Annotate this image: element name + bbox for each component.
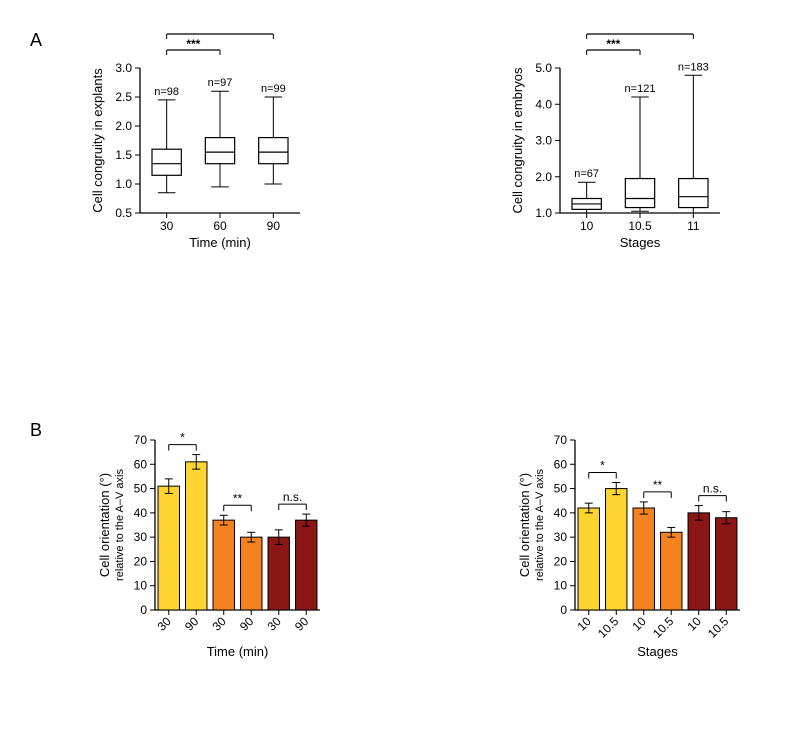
svg-text:30: 30 (554, 530, 568, 544)
panel-label-A: A (30, 30, 42, 51)
boxplot-embryos: 1.0 2.0 3.0 4.0 5.0 Cell congruity in embryos… (505, 30, 785, 260)
barchart-stages: 0 10 20 30 40 50 60 70 Cell orientation (°)relat… (505, 420, 785, 680)
svg-text:30: 30 (265, 614, 285, 634)
svg-text:2.5: 2.5 (115, 90, 132, 104)
svg-text:60: 60 (213, 219, 227, 233)
svg-text:0: 0 (560, 603, 567, 617)
svg-text:Time (min): Time (min) (207, 644, 269, 659)
svg-text:50: 50 (134, 482, 148, 496)
page: A B 0.5 1.0 1.5 2.0 2.5 3.0 Cell congruity in … (0, 0, 798, 744)
barchart-time: 0 10 20 30 40 50 60 70 Cell orientation (°)relat… (85, 420, 365, 680)
svg-text:4.0: 4.0 (535, 97, 552, 111)
svg-text:Cell congruity in explants: Cell congruity in explants (90, 68, 105, 213)
svg-text:10: 10 (575, 614, 595, 634)
boxplot-explants: 0.5 1.0 1.5 2.0 2.5 3.0 Cell congruity in expl… (85, 30, 365, 260)
svg-text:n=67: n=67 (574, 168, 599, 180)
svg-text:70: 70 (134, 433, 148, 447)
svg-text:1.5: 1.5 (115, 148, 132, 162)
svg-text:*: * (180, 431, 185, 445)
svg-text:1.0: 1.0 (115, 177, 132, 191)
svg-text:Cell orientation (°): Cell orientation (°) (97, 473, 112, 577)
svg-text:Stages: Stages (637, 644, 678, 659)
svg-text:n=97: n=97 (208, 77, 233, 89)
svg-text:5.0: 5.0 (535, 61, 552, 75)
svg-text:0: 0 (140, 603, 147, 617)
svg-text:2.0: 2.0 (535, 170, 552, 184)
svg-text:40: 40 (134, 506, 148, 520)
svg-text:Stages: Stages (620, 235, 661, 250)
svg-text:Time (min): Time (min) (189, 235, 251, 250)
svg-text:***: *** (213, 30, 227, 35)
svg-text:90: 90 (182, 614, 202, 634)
svg-text:30: 30 (134, 530, 148, 544)
svg-text:70: 70 (554, 433, 568, 447)
svg-text:30: 30 (210, 614, 230, 634)
svg-text:relative to the A–V axis: relative to the A–V axis (534, 469, 546, 581)
svg-text:n.s.: n.s. (703, 482, 722, 496)
svg-text:1.0: 1.0 (535, 206, 552, 220)
svg-text:60: 60 (134, 457, 148, 471)
svg-text:10.5: 10.5 (628, 219, 652, 233)
svg-text:n=99: n=99 (261, 83, 286, 95)
svg-text:n=183: n=183 (678, 61, 709, 73)
svg-text:10.5: 10.5 (595, 614, 622, 641)
svg-text:3.0: 3.0 (535, 134, 552, 148)
svg-text:30: 30 (155, 614, 175, 634)
svg-text:**: ** (653, 478, 663, 492)
svg-text:60: 60 (554, 457, 568, 471)
svg-text:10: 10 (580, 219, 594, 233)
svg-text:relative to the A–V axis: relative to the A–V axis (114, 469, 126, 581)
svg-text:10.5: 10.5 (705, 614, 732, 641)
svg-text:Cell orientation (°): Cell orientation (°) (517, 473, 532, 577)
svg-text:**: ** (635, 30, 645, 35)
svg-text:20: 20 (134, 554, 148, 568)
svg-text:11: 11 (687, 219, 700, 233)
svg-text:***: *** (186, 37, 200, 51)
svg-text:2.0: 2.0 (115, 119, 132, 133)
svg-text:10: 10 (630, 614, 650, 634)
svg-text:10: 10 (134, 579, 148, 593)
svg-text:50: 50 (554, 482, 568, 496)
svg-text:90: 90 (237, 614, 257, 634)
svg-text:0.5: 0.5 (115, 206, 132, 220)
svg-text:90: 90 (267, 219, 281, 233)
svg-text:*: * (600, 459, 605, 473)
svg-text:n.s.: n.s. (283, 490, 302, 504)
svg-text:10: 10 (554, 579, 568, 593)
svg-text:3.0: 3.0 (115, 61, 132, 75)
svg-text:90: 90 (292, 614, 312, 634)
svg-text:n=98: n=98 (154, 86, 179, 98)
svg-text:Cell congruity in embryos: Cell congruity in embryos (510, 67, 525, 213)
svg-text:**: ** (233, 491, 243, 505)
svg-text:***: *** (606, 37, 620, 51)
panel-label-B: B (30, 420, 42, 441)
svg-text:30: 30 (160, 219, 174, 233)
svg-text:10: 10 (685, 614, 705, 634)
svg-text:40: 40 (554, 506, 568, 520)
svg-text:20: 20 (554, 554, 568, 568)
svg-text:10.5: 10.5 (650, 614, 677, 641)
svg-text:n=121: n=121 (625, 83, 656, 95)
